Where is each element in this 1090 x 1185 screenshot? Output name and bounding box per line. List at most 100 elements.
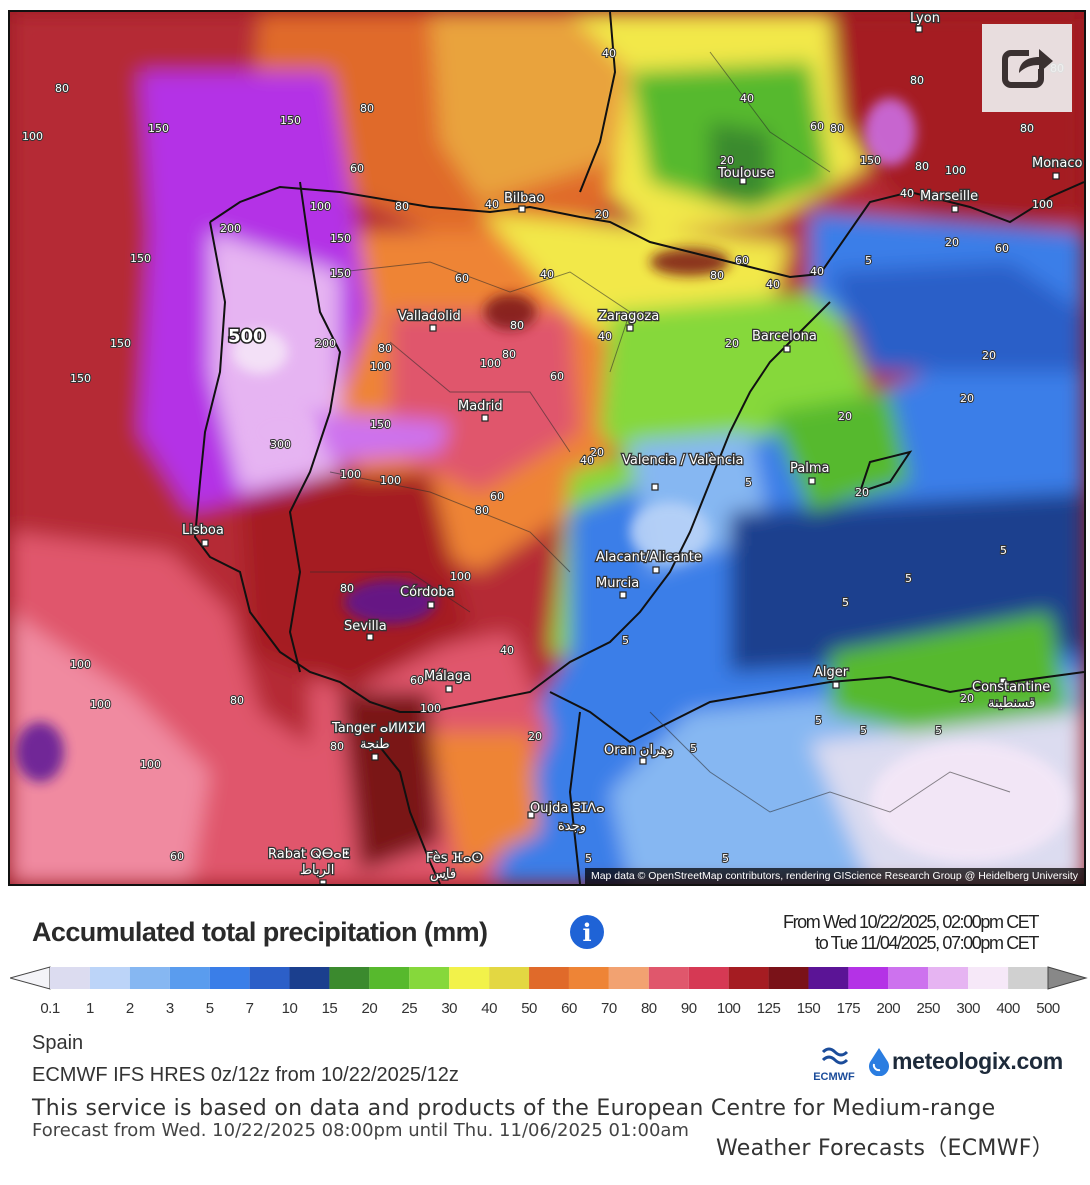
- ecmwf-logo: ECMWF: [806, 1046, 862, 1086]
- legend-swatch: [329, 967, 370, 989]
- legend-swatch: [50, 967, 90, 989]
- svg-text:60: 60: [410, 674, 424, 687]
- svg-text:200: 200: [220, 222, 241, 235]
- ecmwf-logo-mark: [821, 1047, 849, 1065]
- svg-text:60: 60: [995, 242, 1009, 255]
- ecmwf-logo-text: ECMWF: [813, 1071, 855, 1083]
- legend-tick-label: 50: [521, 1000, 537, 1017]
- legend-swatch: [209, 967, 250, 989]
- legend-swatch: [768, 967, 809, 989]
- svg-text:60: 60: [550, 370, 564, 383]
- city-label: Sevilla: [344, 619, 387, 634]
- legend-swatch: [608, 967, 649, 989]
- legend-swatch: [968, 967, 1009, 989]
- svg-text:60: 60: [170, 850, 184, 863]
- city-label: Palma: [790, 461, 829, 476]
- svg-text:5: 5: [585, 852, 592, 865]
- legend-tick-label: 20: [361, 1000, 378, 1017]
- svg-text:100: 100: [450, 570, 471, 583]
- city-label: Tanger ⴰⵍⵍⵉⵍ: [331, 721, 426, 736]
- city-label: Rabat ⵕⴱⴰⵟ: [268, 847, 350, 862]
- city-label: Alacant/Alicante: [596, 550, 702, 565]
- legend-swatch: [249, 967, 290, 989]
- info-icon[interactable]: i: [570, 915, 604, 949]
- city-label: Bilbao: [504, 191, 544, 206]
- svg-text:80: 80: [502, 348, 516, 361]
- svg-text:5: 5: [745, 476, 752, 489]
- city-label: وجدة: [558, 819, 586, 834]
- legend-swatch: [1008, 967, 1048, 989]
- svg-text:20: 20: [720, 154, 734, 167]
- legend-tick-label: 200: [876, 1000, 901, 1017]
- svg-text:80: 80: [915, 160, 929, 173]
- svg-text:80: 80: [230, 694, 244, 707]
- legend-tick-label: 300: [956, 1000, 980, 1017]
- city-label: Málaga: [424, 669, 471, 684]
- legend-swatch: [369, 967, 410, 989]
- legend-swatch: [568, 967, 609, 989]
- legend-tick-label: 60: [561, 1000, 577, 1017]
- share-button[interactable]: [982, 24, 1072, 112]
- svg-text:80: 80: [710, 269, 724, 282]
- city-label: Oujda ⵓⵊⴷⴰ: [530, 801, 605, 816]
- service-notice-end: Weather Forecasts（ECMWF）: [715, 1136, 1054, 1161]
- svg-text:20: 20: [982, 349, 996, 362]
- legend-swatch: [409, 967, 450, 989]
- legend-swatch: [289, 967, 330, 989]
- city-label: Valencia / València: [622, 453, 744, 468]
- city-label: Murcia: [596, 576, 639, 591]
- city-label: الرباط: [300, 863, 334, 878]
- city-label: Fès ⴼⴰⵙ: [426, 851, 483, 866]
- svg-text:40: 40: [740, 92, 754, 105]
- legend-tick-label: 100: [716, 1000, 741, 1017]
- city-label: Córdoba: [400, 585, 455, 600]
- city-label: Oran وهران: [604, 743, 673, 758]
- svg-text:100: 100: [22, 130, 43, 143]
- svg-text:150: 150: [110, 337, 131, 350]
- meteologix-logo[interactable]: meteologix.com: [866, 1046, 1063, 1076]
- svg-text:40: 40: [580, 454, 594, 467]
- svg-text:150: 150: [130, 252, 151, 265]
- city-label: Valladolid: [398, 309, 461, 324]
- svg-text:60: 60: [455, 272, 469, 285]
- legend-tick-label: 80: [640, 1000, 657, 1017]
- color-legend: [10, 966, 1088, 990]
- svg-text:5: 5: [860, 724, 867, 737]
- legend-swatch: [888, 967, 929, 989]
- svg-text:80: 80: [330, 740, 344, 753]
- legend-tick-label: 30: [441, 1000, 458, 1017]
- legend-swatch: [728, 967, 769, 989]
- precipitation-map[interactable]: 80 100 150 150 80 60 100 80 200 150 150 …: [8, 10, 1086, 886]
- svg-text:100: 100: [310, 200, 331, 213]
- svg-text:40: 40: [485, 198, 499, 211]
- legend-swatch: [928, 967, 969, 989]
- svg-text:40: 40: [598, 330, 612, 343]
- legend-swatch: [169, 967, 210, 989]
- svg-text:200: 200: [315, 337, 336, 350]
- city-label: Barcelona: [752, 329, 817, 344]
- svg-text:150: 150: [70, 372, 91, 385]
- city-label: Lyon: [910, 12, 940, 26]
- svg-text:20: 20: [595, 208, 609, 221]
- city-label: Alger: [814, 665, 849, 680]
- time-range-from: From Wed 10/22/2025, 02:00pm CET: [782, 912, 1039, 932]
- legend-tick-label: 400: [996, 1000, 1020, 1017]
- city-label: Toulouse: [717, 166, 775, 181]
- svg-text:80: 80: [395, 200, 409, 213]
- legend-tick-label: 40: [481, 1000, 497, 1017]
- svg-text:40: 40: [540, 268, 554, 281]
- svg-text:20: 20: [960, 392, 974, 405]
- legend-tick-label: 70: [601, 1000, 617, 1017]
- map-attribution: Map data © OpenStreetMap contributors, r…: [584, 868, 1084, 884]
- svg-text:20: 20: [855, 486, 869, 499]
- legend-tick-label: 7: [245, 1000, 254, 1017]
- city-label: قسنطينة: [988, 696, 1035, 711]
- legend-swatch: [529, 967, 569, 989]
- svg-text:80: 80: [910, 74, 924, 87]
- svg-text:20: 20: [945, 236, 959, 249]
- legend-tick-label: 10: [281, 1000, 298, 1017]
- city-label: Madrid: [458, 399, 503, 414]
- legend-tick-label: 0.1: [40, 1000, 60, 1017]
- forecast-period: Forecast from Wed. 10/22/2025 08:00pm un…: [32, 1120, 689, 1141]
- svg-text:5: 5: [905, 572, 912, 585]
